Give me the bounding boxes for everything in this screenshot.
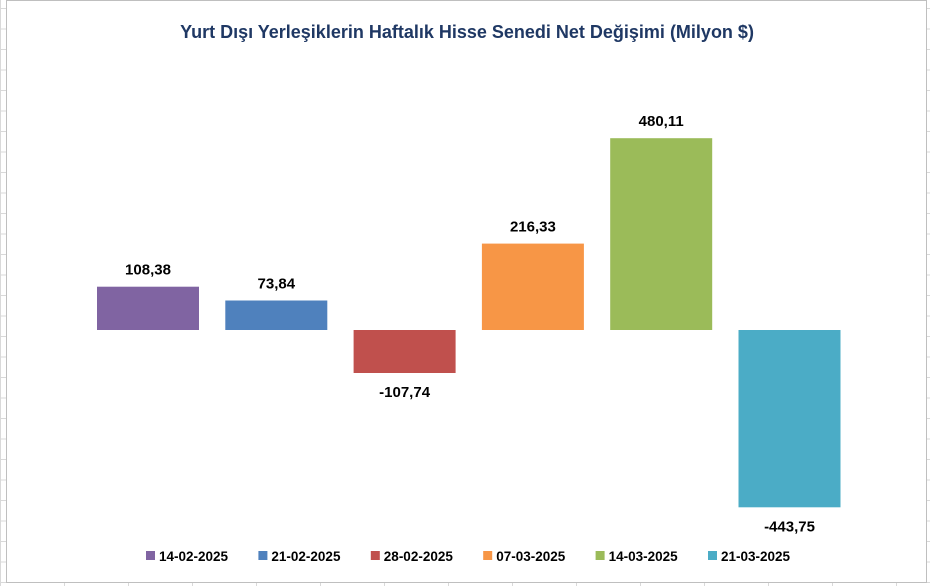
legend-label-21-03-2025: 21-03-2025 xyxy=(721,549,791,564)
chart-svg: Yurt Dışı Yerleşiklerin Haftalık Hisse S… xyxy=(97,22,841,564)
chart-title: Yurt Dışı Yerleşiklerin Haftalık Hisse S… xyxy=(180,22,754,42)
data-label-21-02-2025: 73,84 xyxy=(258,276,296,293)
legend-swatch-07-03-2025 xyxy=(483,551,493,560)
legend-swatch-21-02-2025 xyxy=(258,551,268,560)
bar-14-03-2025[interactable] xyxy=(610,138,713,330)
legend-item-14-02-2025: 14-02-2025 xyxy=(146,549,229,564)
legend-label-14-02-2025: 14-02-2025 xyxy=(159,549,229,564)
data-label-21-03-2025: -443,75 xyxy=(764,518,815,535)
bar-14-02-2025[interactable] xyxy=(97,286,199,330)
legend-item-28-02-2025: 28-02-2025 xyxy=(370,549,454,564)
bar-21-03-2025[interactable] xyxy=(738,330,841,508)
legend-swatch-14-03-2025 xyxy=(595,551,605,560)
bar-28-02-2025[interactable] xyxy=(353,330,456,373)
legend-label-21-02-2025: 21-02-2025 xyxy=(271,549,341,564)
legend-label-07-03-2025: 07-03-2025 xyxy=(496,549,566,564)
legend: 14-02-2025 21-02-2025 28-02-2025 07-03-2025… xyxy=(146,549,791,564)
legend-item-21-03-2025: 21-03-2025 xyxy=(708,549,791,564)
data-label-07-03-2025: 216,33 xyxy=(510,219,556,236)
legend-item-07-03-2025: 07-03-2025 xyxy=(483,549,566,564)
data-label-14-02-2025: 108,38 xyxy=(125,262,171,279)
bar-07-03-2025[interactable] xyxy=(481,243,584,330)
bars-group xyxy=(97,138,841,508)
legend-item-21-02-2025: 21-02-2025 xyxy=(258,549,341,564)
legend-swatch-14-02-2025 xyxy=(146,551,155,560)
legend-label-28-02-2025: 28-02-2025 xyxy=(384,549,454,564)
data-label-14-03-2025: 480,11 xyxy=(639,113,684,130)
legend-item-14-03-2025: 14-03-2025 xyxy=(595,549,679,564)
legend-swatch-21-03-2025 xyxy=(708,551,717,560)
chart-area[interactable]: Yurt Dışı Yerleşiklerin Haftalık Hisse S… xyxy=(6,0,927,583)
legend-label-14-03-2025: 14-03-2025 xyxy=(609,549,679,564)
data-label-28-02-2025: -107,74 xyxy=(379,384,431,401)
bar-21-02-2025[interactable] xyxy=(225,300,328,331)
data-labels-group: 108,38 73,84 -107,74 216,33 480,11 -443,75 xyxy=(125,113,815,535)
legend-swatch-28-02-2025 xyxy=(370,551,380,560)
